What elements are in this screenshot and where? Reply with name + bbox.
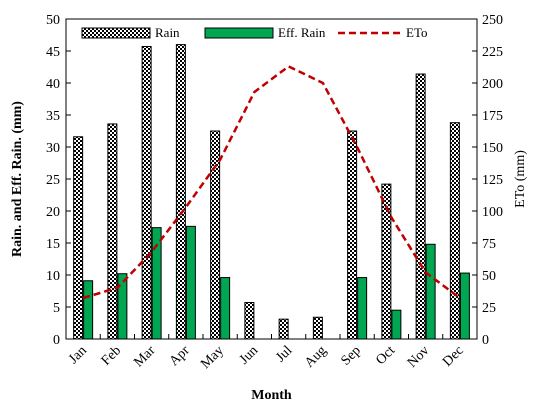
- right-tick-label: 25: [482, 301, 496, 316]
- left-tick-label: 30: [46, 141, 60, 156]
- x-tick-label: Aug: [302, 343, 330, 371]
- eto-line-layer: [82, 65, 461, 300]
- legend-swatch-rain: [81, 27, 151, 39]
- rain-bar-may: [210, 130, 221, 340]
- y2-axis-title: ETo (mm): [513, 150, 528, 208]
- eff-rain-bar-feb: [117, 273, 128, 340]
- left-tick-label: 10: [46, 269, 60, 284]
- left-tick-label: 15: [46, 237, 60, 252]
- left-tick-label: 0: [53, 333, 60, 348]
- right-tick-label: 225: [482, 45, 503, 60]
- right-tick-label: 50: [482, 269, 496, 284]
- rain-bar-feb: [107, 123, 118, 340]
- eff-rain-bar-may: [220, 277, 231, 340]
- x-tick-label: Feb: [99, 343, 124, 368]
- eff-rain-bar-nov: [425, 243, 436, 340]
- left-tick-label: 35: [46, 109, 60, 124]
- right-tick-label: 100: [482, 205, 503, 220]
- eff-rain-bar-apr: [185, 225, 196, 340]
- legend: Rain Eff. Rain ETo: [81, 25, 427, 40]
- rain-bar-jan: [73, 136, 84, 340]
- eff-rain-bar-sep: [357, 277, 368, 340]
- rain-bar-apr: [175, 44, 186, 340]
- left-tick-label: 50: [46, 13, 60, 28]
- eto-line: [82, 65, 461, 300]
- rain-bar-mar: [141, 46, 152, 340]
- x-axis: Jan Feb Mar Apr May Jun Jul Aug Sep Oct Nov Dec: [65, 334, 478, 372]
- rain-bar-jul: [278, 318, 289, 340]
- x-axis-title: Month: [251, 388, 292, 403]
- rain-bar-jun: [244, 302, 255, 340]
- x-tick-label: Apr: [167, 343, 193, 369]
- right-tick-label: 250: [482, 13, 503, 28]
- x-tick-label: Jul: [273, 343, 295, 365]
- x-tick-label: Jun: [237, 343, 261, 367]
- left-tick-label: 20: [46, 205, 60, 220]
- plot-frame: [65, 18, 478, 340]
- x-tick-label: Jan: [66, 343, 90, 367]
- x-tick-label: May: [198, 343, 227, 372]
- right-tick-label: 75: [482, 237, 496, 252]
- bars-layer: [73, 44, 470, 340]
- rain-bar-dec: [449, 122, 460, 340]
- legend-label-eto: ETo: [406, 25, 427, 40]
- right-tick-label: 175: [482, 109, 503, 124]
- x-tick-label: Mar: [131, 343, 158, 370]
- right-tick-label: 200: [482, 77, 503, 92]
- left-tick-label: 25: [46, 173, 60, 188]
- x-tick-label: Dec: [440, 343, 467, 370]
- legend-label-eff-rain: Eff. Rain: [278, 25, 326, 40]
- eff-rain-bar-jan: [83, 280, 94, 340]
- legend-label-rain: Rain: [155, 25, 180, 40]
- eff-rain-bar-oct: [391, 309, 402, 340]
- right-tick-label: 125: [482, 173, 503, 188]
- rain-bar-nov: [415, 73, 426, 340]
- left-axis: 0 5 10 15 20 25 30 35 40 45 50: [46, 13, 71, 348]
- rain-bar-aug: [312, 316, 323, 340]
- right-tick-label: 150: [482, 141, 503, 156]
- rain-bar-sep: [347, 130, 358, 340]
- legend-swatch-eff-rain: [204, 27, 274, 39]
- x-tick-label: Oct: [373, 343, 398, 368]
- x-tick-label: Nov: [405, 343, 433, 371]
- x-tick-label: Sep: [338, 343, 363, 368]
- eff-rain-bar-dec: [459, 272, 470, 340]
- right-tick-label: 0: [482, 333, 489, 348]
- left-tick-label: 45: [46, 45, 60, 60]
- y-axis-title: Rain. and Eff. Rain. (mm): [10, 101, 25, 257]
- right-axis: 0 25 50 75 100 125 150 175 200 225 250: [472, 13, 503, 348]
- left-tick-label: 5: [53, 301, 60, 316]
- left-tick-label: 40: [46, 77, 60, 92]
